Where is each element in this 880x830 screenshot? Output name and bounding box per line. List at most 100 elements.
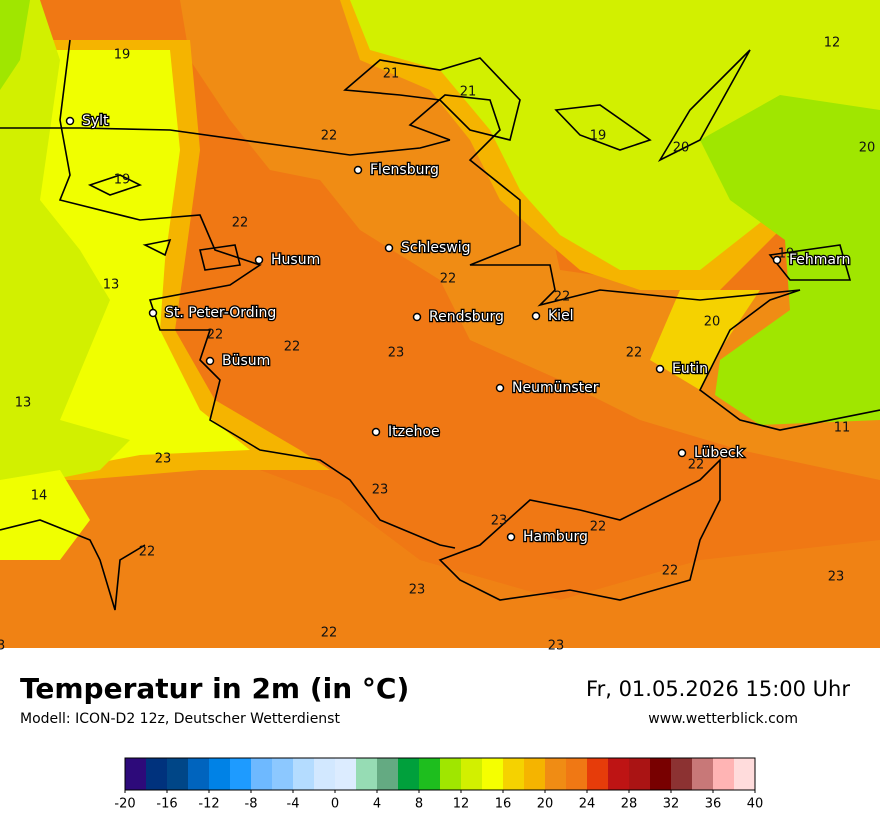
color-swatch: [671, 758, 692, 790]
coastline: [408, 94, 880, 431]
temp-label: 22: [207, 328, 224, 343]
temp-label: 23: [155, 452, 172, 467]
temp-label: 22: [554, 290, 571, 305]
color-swatch: [524, 758, 545, 790]
tick-label: 16: [495, 797, 512, 812]
city-dot: [506, 532, 516, 542]
color-swatch: [377, 758, 398, 790]
color-swatch: [482, 758, 503, 790]
color-swatch: [629, 758, 650, 790]
color-swatch: [167, 758, 188, 790]
temp-label: 23: [548, 639, 565, 654]
temp-zone: [0, 0, 130, 490]
city-dot: [412, 312, 422, 322]
coastline: [58, 39, 456, 549]
tick-label: -16: [156, 797, 177, 812]
temp-label: 20: [704, 315, 721, 330]
border: [0, 127, 451, 156]
coastline: [768, 244, 852, 281]
city-label: Rendsburg: [429, 309, 504, 325]
color-swatch: [440, 758, 461, 790]
temp-label: 22: [321, 129, 338, 144]
temp-label: 19: [590, 129, 607, 144]
color-swatch: [209, 758, 230, 790]
temp-label: 21: [460, 85, 477, 100]
coastline: [87, 174, 241, 271]
tick-label: 12: [453, 797, 470, 812]
coastline: [657, 49, 751, 162]
color-swatch: [146, 758, 167, 790]
city-label: Itzehoe: [388, 424, 440, 440]
city-dot: [677, 448, 687, 458]
temp-label: 20: [859, 141, 876, 156]
color-swatch: [608, 758, 629, 790]
temp-label: 22: [440, 272, 457, 287]
color-swatch: [398, 758, 419, 790]
city-label: Eutin: [672, 361, 708, 377]
temp-label: 11: [834, 421, 851, 436]
temp-label: 23: [409, 583, 426, 598]
city-dot: [371, 427, 381, 437]
color-swatch: [587, 758, 608, 790]
temp-label: 19: [114, 48, 131, 63]
temp-label: 23: [828, 570, 845, 585]
cities: Sylt Flensburg Husum Schleswig St. Peter-Ord…: [65, 112, 852, 546]
temp-zone: [650, 290, 760, 390]
temp-label: 22: [662, 564, 679, 579]
coastline: [343, 57, 521, 141]
colorbar: -20 -16 -12 -8 -4 0 4 8 12 16 20 24 28 32 36 40: [114, 757, 764, 812]
color-swatch: [188, 758, 209, 790]
temp-label: 23: [372, 483, 389, 498]
title: Temperatur in 2m (in °C): [20, 672, 409, 705]
map-labels: 19 21 21 12 19 20 20 22 22 19 22 19 22 13 22 20 22 22 23 22…: [0, 36, 875, 654]
tick-label: 8: [415, 797, 423, 812]
city-dot: [254, 255, 264, 265]
color-swatch: [314, 758, 335, 790]
colorbar-frame: [124, 757, 756, 791]
tick-label: 28: [621, 797, 638, 812]
color-swatch: [545, 758, 566, 790]
temp-label: 22: [284, 340, 301, 355]
city-label: Schleswig: [401, 240, 470, 256]
tick-label: 4: [373, 797, 381, 812]
city-dot: [495, 383, 505, 393]
datetime: Fr, 01.05.2026 15:00 Uhr: [586, 677, 850, 701]
city-label: Sylt: [82, 113, 109, 129]
color-swatch: [503, 758, 524, 790]
temp-zone: [0, 470, 90, 560]
city-dot: [205, 356, 215, 366]
temp-label: 22: [139, 545, 156, 560]
temp-zone: [700, 95, 880, 425]
subtitle: Modell: ICON-D2 12z, Deutscher Wetterdie…: [20, 711, 340, 727]
temp-zone: [0, 0, 30, 90]
temp-label: 13: [0, 639, 5, 654]
color-swatch: [461, 758, 482, 790]
temp-label: 22: [321, 626, 338, 641]
city-label: Hamburg: [523, 529, 588, 545]
city-dot: [353, 165, 363, 175]
temp-label: 13: [15, 396, 32, 411]
color-swatch: [713, 758, 734, 790]
temp-label: 21: [383, 67, 400, 82]
tick-label: 0: [331, 797, 339, 812]
boundary: [438, 458, 721, 601]
temp-label: 22: [688, 458, 705, 473]
map: 19 21 21 12 19 20 20 22 22 19 22 19 22 13 22 20 22 22 23 22…: [0, 0, 880, 654]
coastline: [554, 104, 652, 151]
city-dot: [384, 243, 394, 253]
city-label: St. Peter-Ording: [165, 305, 276, 321]
tick-label: -20: [114, 797, 135, 812]
city-label: Lübeck: [694, 445, 745, 461]
tick-label: -4: [287, 797, 300, 812]
temp-label: 20: [673, 141, 690, 156]
city-dot: [772, 255, 782, 265]
tick-label: 32: [663, 797, 680, 812]
color-swatch: [692, 758, 713, 790]
color-swatch: [335, 758, 356, 790]
color-swatch: [734, 758, 755, 790]
tick-label: 40: [747, 797, 764, 812]
temp-label: 23: [388, 346, 405, 361]
color-swatch: [125, 758, 146, 790]
website: www.wetterblick.com: [648, 711, 798, 727]
